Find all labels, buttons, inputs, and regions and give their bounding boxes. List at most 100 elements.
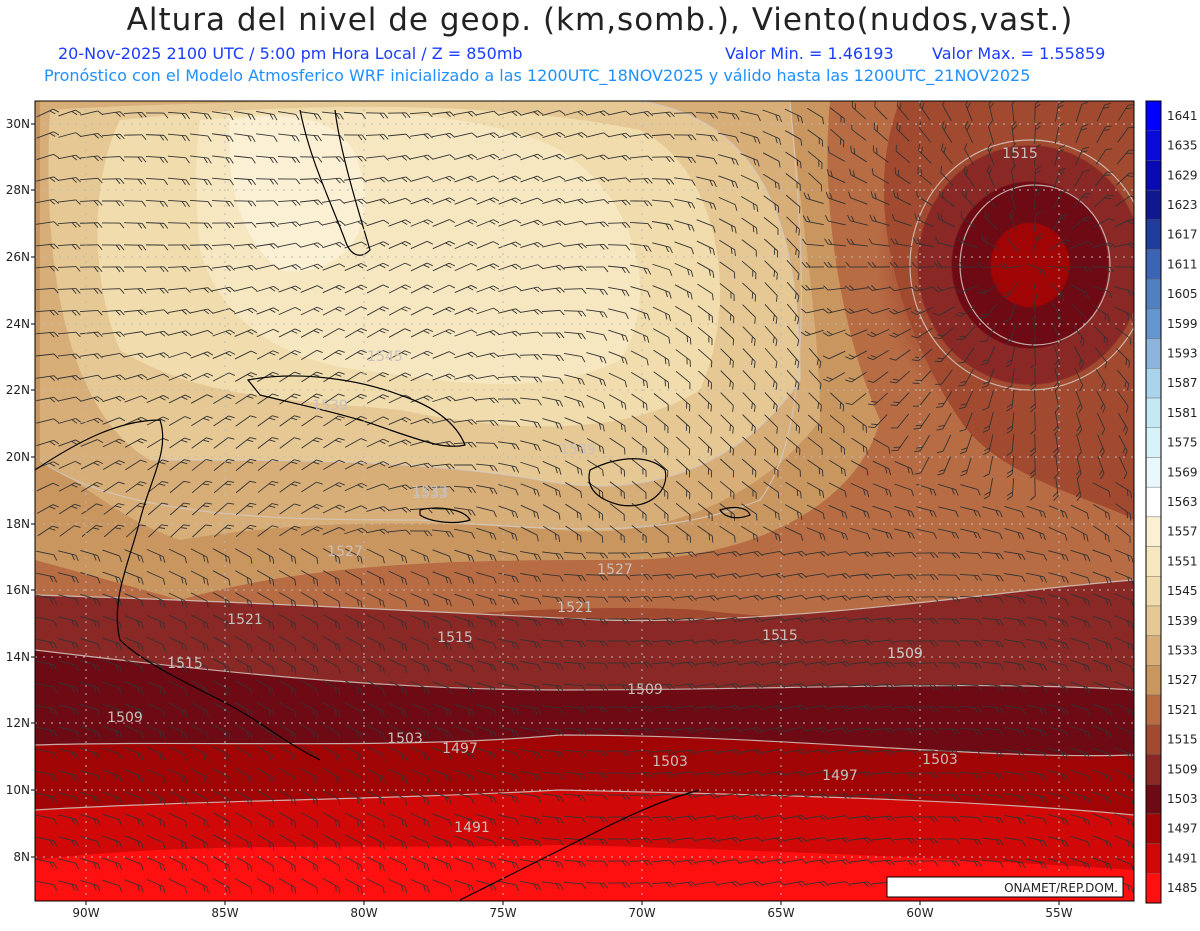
colorbar-label: 1635 <box>1167 139 1198 153</box>
colorbar-swatch <box>1146 636 1161 666</box>
colorbar-swatch <box>1146 784 1161 814</box>
colorbar: 1641 1635 1629 1623 1617 1611 1605 1599 1593 1587… <box>1146 101 1198 903</box>
colorbar-label: 1605 <box>1167 287 1198 301</box>
colorbar-swatch <box>1146 398 1161 428</box>
colorbar-swatch <box>1146 547 1161 577</box>
lat-label: 10N <box>6 783 30 797</box>
colorbar-label: 1557 <box>1167 525 1198 539</box>
colorbar-label: 1599 <box>1167 317 1198 331</box>
lon-label: 90W <box>72 906 99 920</box>
lon-label: 55W <box>1045 906 1072 920</box>
colorbar-label: 1521 <box>1167 703 1198 717</box>
lat-label: 22N <box>6 383 30 397</box>
lat-label: 16N <box>6 583 30 597</box>
lon-label: 70W <box>628 906 655 920</box>
colorbar-label: 1611 <box>1167 257 1198 271</box>
colorbar-swatch <box>1146 220 1161 250</box>
colorbar-label: 1551 <box>1167 554 1198 568</box>
contour-label: 1521 <box>557 600 593 616</box>
colorbar-swatch <box>1146 339 1161 369</box>
colorbar-swatch <box>1146 695 1161 725</box>
colorbar-swatch <box>1146 576 1161 606</box>
contour-label: 1521 <box>227 612 263 628</box>
colorbar-label: 1629 <box>1167 168 1198 182</box>
colorbar-swatch <box>1146 517 1161 547</box>
colorbar-swatch <box>1146 665 1161 695</box>
contour-label: 1515 <box>437 630 473 646</box>
colorbar-swatch <box>1146 873 1161 903</box>
lat-label: 18N <box>6 517 30 531</box>
lat-label: 30N <box>6 117 30 131</box>
colorbar-label: 1509 <box>1167 762 1198 776</box>
contour-label: 1515 <box>167 656 203 672</box>
contour-label: 1527 <box>327 544 363 560</box>
contour-label: 1515 <box>1002 146 1038 162</box>
contour-label: 1497 <box>822 768 858 784</box>
colorbar-swatch <box>1146 428 1161 458</box>
contour-label: 1533 <box>412 484 448 500</box>
colorbar-swatch <box>1146 101 1161 131</box>
colorbar-swatch <box>1146 844 1161 874</box>
colorbar-swatch <box>1146 250 1161 280</box>
credit-box: ONAMET/REP.DOM. <box>887 877 1123 897</box>
contour-label: 1509 <box>627 682 663 698</box>
longitude-labels: 90W 85W 80W 75W 70W 65W 60W 55W <box>72 901 1072 920</box>
contour-label: 1491 <box>454 820 490 836</box>
lat-label: 26N <box>6 250 30 264</box>
colorbar-label: 1539 <box>1167 614 1198 628</box>
contour-label: 1515 <box>762 628 798 644</box>
colorbar-swatch <box>1146 487 1161 517</box>
lat-label: 12N <box>6 716 30 730</box>
colorbar-swatch <box>1146 814 1161 844</box>
colorbar-label: 1623 <box>1167 198 1198 212</box>
colorbar-label: 1587 <box>1167 376 1198 390</box>
lon-label: 65W <box>767 906 794 920</box>
colorbar-label: 1491 <box>1167 851 1198 865</box>
colorbar-swatch <box>1146 725 1161 755</box>
lat-label: 28N <box>6 183 30 197</box>
colorbar-swatch <box>1146 368 1161 398</box>
colorbar-swatch <box>1146 131 1161 161</box>
lat-label: 20N <box>6 450 30 464</box>
lon-label: 80W <box>350 906 377 920</box>
contour-label: 1539 <box>312 398 348 414</box>
contour-label: 1545 <box>367 349 403 365</box>
colorbar-label: 1527 <box>1167 673 1198 687</box>
lon-label: 75W <box>489 906 516 920</box>
contour-label: 1503 <box>387 731 423 747</box>
colorbar-swatch <box>1146 606 1161 636</box>
colorbar-label: 1569 <box>1167 465 1198 479</box>
lat-label: 24N <box>6 317 30 331</box>
lon-label: 60W <box>906 906 933 920</box>
contour-label: 1509 <box>107 710 143 726</box>
colorbar-label: 1641 <box>1167 109 1198 123</box>
colorbar-label: 1497 <box>1167 822 1198 836</box>
contour-label: 1497 <box>442 741 478 757</box>
contour-label: 1503 <box>652 754 688 770</box>
colorbar-label: 1515 <box>1167 733 1198 747</box>
contour-label: 1539 <box>560 442 596 458</box>
colorbar-label: 1563 <box>1167 495 1198 509</box>
credit-text: ONAMET/REP.DOM. <box>1004 881 1118 895</box>
colorbar-swatch <box>1146 190 1161 220</box>
contour-label: 1527 <box>597 562 633 578</box>
colorbar-label: 1593 <box>1167 346 1198 360</box>
lat-label: 14N <box>6 650 30 664</box>
latitude-labels: 30N 28N 26N 24N 22N 20N 18N 16N 14N 12N 10N 8N <box>6 117 35 864</box>
colorbar-label: 1485 <box>1167 881 1198 895</box>
contour-label: 1509 <box>887 646 923 662</box>
colorbar-label: 1533 <box>1167 644 1198 658</box>
colorbar-swatch <box>1146 457 1161 487</box>
colorbar-label: 1617 <box>1167 228 1198 242</box>
colorbar-swatch <box>1146 309 1161 339</box>
colorbar-label: 1575 <box>1167 436 1198 450</box>
lon-label: 85W <box>211 906 238 920</box>
colorbar-swatch <box>1146 160 1161 190</box>
lat-label: 8N <box>13 850 30 864</box>
colorbar-swatch <box>1146 279 1161 309</box>
colorbar-label: 1581 <box>1167 406 1198 420</box>
colorbar-label: 1545 <box>1167 584 1198 598</box>
contour-label: 1503 <box>922 752 958 768</box>
colorbar-label: 1503 <box>1167 792 1198 806</box>
